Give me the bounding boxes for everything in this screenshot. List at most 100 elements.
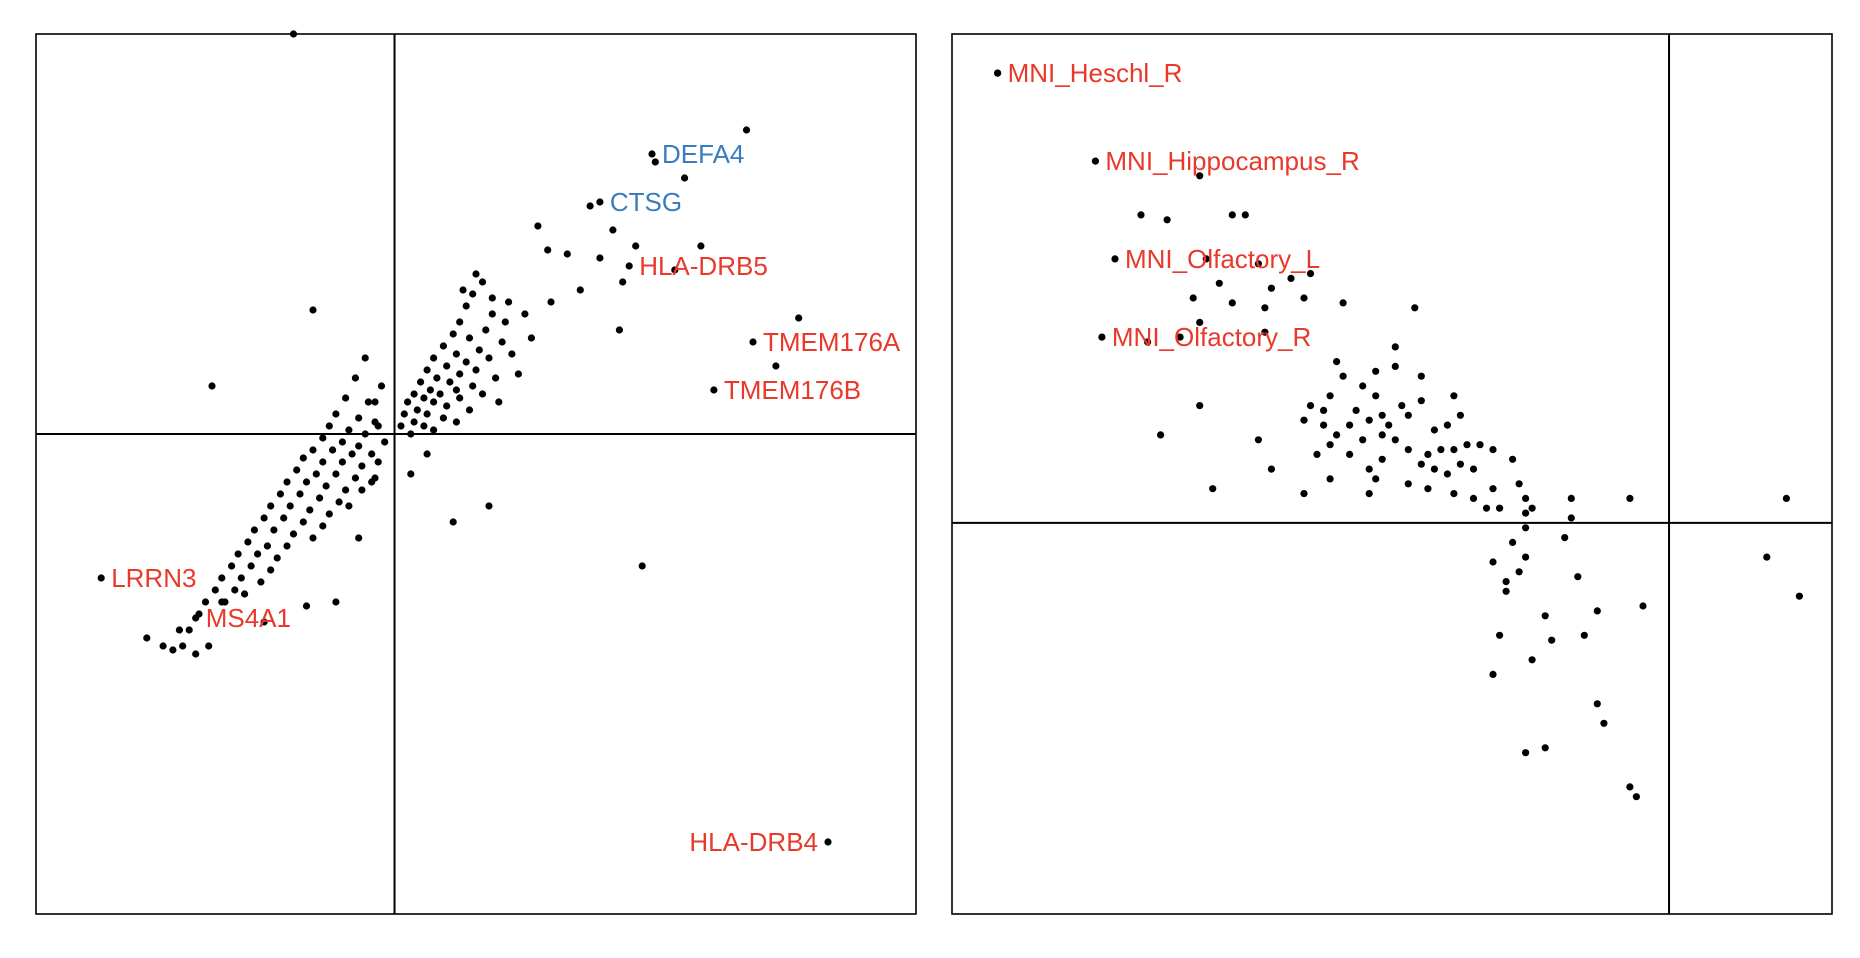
- left-point-112: [368, 450, 376, 458]
- left-label-6: LRRN3: [111, 563, 196, 593]
- left-point-85: [430, 426, 438, 434]
- right-point-84: [1496, 504, 1504, 512]
- left-point-137: [250, 526, 258, 534]
- left-point-104: [345, 426, 353, 434]
- left-point-52: [475, 346, 483, 354]
- left-point-119: [332, 470, 340, 478]
- left-point-10: [563, 250, 571, 258]
- left-point-72: [456, 394, 464, 402]
- right-point-66: [1430, 426, 1438, 434]
- left-point-140: [309, 534, 317, 542]
- left-point-81: [410, 418, 418, 426]
- right-point-20: [1196, 318, 1204, 326]
- right-point-26: [1359, 382, 1367, 390]
- right-point-108: [1600, 719, 1608, 727]
- left-point-107: [338, 438, 346, 446]
- left-label-3: TMEM176A: [763, 327, 901, 357]
- right-point-59: [1456, 460, 1464, 468]
- left-labels: DEFA4 CTSG HLA-DRB5 TMEM176A TMEM176B HLA-DRB…: [97, 139, 901, 857]
- left-point-1: [742, 126, 751, 134]
- right-point-117: [1795, 592, 1803, 600]
- right-point-75: [1313, 450, 1321, 458]
- left-point-56: [462, 358, 470, 366]
- left-point-66: [426, 386, 434, 394]
- left-point-41: [472, 270, 480, 278]
- right-point-94: [1450, 490, 1458, 498]
- left-point-116: [358, 462, 366, 470]
- right-labeled-point-2: [1111, 255, 1119, 263]
- left-point-22: [423, 450, 431, 458]
- right-point-107: [1593, 700, 1601, 708]
- left-point-150: [218, 574, 226, 582]
- left-point-27: [638, 562, 646, 570]
- right-point-31: [1209, 485, 1217, 493]
- right-point-18: [1391, 343, 1399, 351]
- left-point-144: [234, 550, 242, 558]
- left-point-117: [293, 466, 301, 474]
- left-point-105: [361, 430, 369, 438]
- right-point-30: [1157, 431, 1165, 439]
- left-point-78: [400, 410, 408, 418]
- left-point-49: [465, 334, 474, 342]
- right-point-9: [1215, 279, 1223, 287]
- left-point-101: [355, 414, 363, 422]
- right-point-82: [1515, 480, 1523, 488]
- right-point-60: [1469, 465, 1478, 473]
- left-point-43: [469, 290, 477, 298]
- left-point-145: [254, 550, 262, 558]
- left-point-18: [615, 326, 624, 334]
- right-point-52: [1463, 441, 1471, 449]
- left-labeled-point-1: [596, 198, 604, 206]
- left-point-11: [596, 254, 604, 262]
- right-point-74: [1326, 441, 1334, 449]
- left-point-118: [312, 470, 320, 478]
- right-point-46: [1378, 431, 1386, 439]
- right-labeled-point-0: [994, 69, 1002, 77]
- left-point-25: [449, 518, 457, 526]
- left-point-103: [325, 422, 333, 430]
- right-point-79: [1424, 485, 1432, 493]
- left-point-34: [185, 626, 193, 634]
- left-point-148: [247, 562, 255, 570]
- left-point-4: [586, 202, 594, 210]
- left-point-30: [302, 602, 311, 610]
- left-point-46: [456, 318, 464, 326]
- left-point-36: [143, 634, 151, 642]
- left-point-109: [309, 446, 317, 454]
- left-point-61: [433, 374, 441, 382]
- left-point-17: [795, 314, 803, 322]
- right-point-65: [1320, 421, 1328, 429]
- right-point-53: [1476, 441, 1484, 449]
- right-point-41: [1404, 411, 1412, 419]
- left-point-75: [443, 402, 451, 410]
- left-point-147: [228, 562, 236, 570]
- right-point-11: [1287, 274, 1295, 282]
- left-point-102: [371, 418, 379, 426]
- left-labeled-point-7: [192, 614, 200, 622]
- left-point-80: [439, 414, 447, 422]
- right-point-28: [1306, 402, 1315, 410]
- left-point-82: [452, 418, 460, 426]
- left-point-157: [241, 590, 249, 598]
- left-point-129: [267, 502, 275, 510]
- left-point-91: [521, 310, 529, 318]
- left-point-74: [430, 398, 438, 406]
- right-point-92: [1522, 553, 1530, 561]
- right-labeled-point-3: [1098, 333, 1106, 341]
- left-point-84: [420, 422, 428, 430]
- left-point-136: [319, 522, 327, 530]
- left-point-48: [449, 330, 457, 338]
- right-point-4: [1228, 211, 1236, 219]
- right-point-22: [1176, 333, 1184, 341]
- left-point-87: [501, 318, 509, 326]
- left-point-65: [469, 382, 477, 390]
- left-point-159: [345, 502, 353, 510]
- left-point-95: [527, 334, 536, 342]
- left-point-62: [492, 374, 500, 382]
- panel-left: DEFA4 CTSG HLA-DRB5 TMEM176A TMEM176B HLA-DRB…: [35, 30, 917, 915]
- left-point-14: [576, 286, 584, 294]
- right-point-116: [1763, 553, 1771, 561]
- right-point-101: [1580, 631, 1588, 639]
- right-point-90: [1522, 524, 1530, 532]
- left-point-39: [169, 646, 177, 654]
